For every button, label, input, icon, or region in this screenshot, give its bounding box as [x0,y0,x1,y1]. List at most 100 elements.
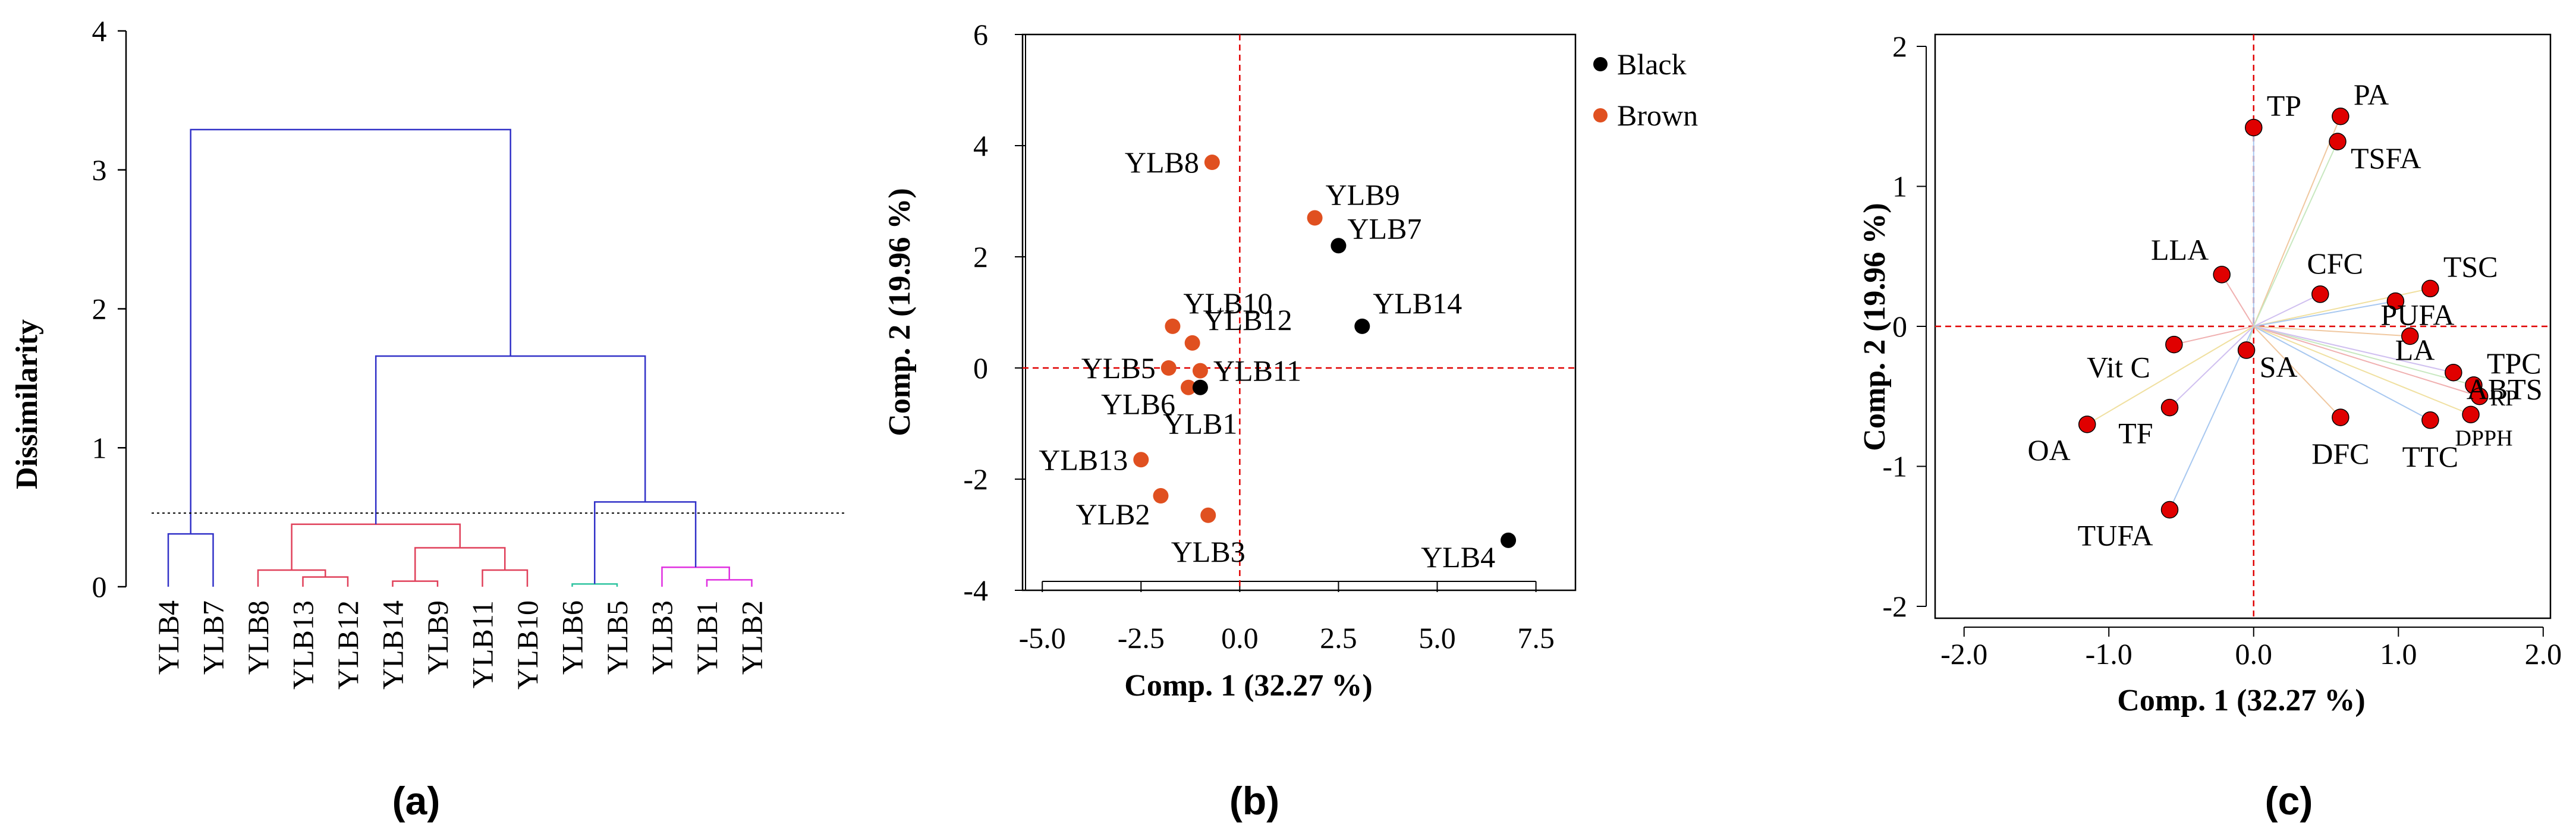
dendrogram-branch [302,576,349,587]
leaf-label: YLB6 [556,600,589,675]
loading-vector [2253,141,2338,327]
score-point [1160,360,1177,376]
x-tick-label: 7.5 [1517,621,1555,655]
loading-vector [2253,300,2396,327]
dendrogram-branch [571,583,618,587]
dendrogram-branch [594,501,697,584]
loading-point [2470,388,2489,405]
x-tick-label: 0.0 [2235,637,2273,671]
x-tick-label: -2.5 [1118,621,1165,655]
score-point [1307,210,1323,226]
leaf-label: YLB2 [735,600,769,675]
loading-point [2332,108,2349,125]
x-tick-label: 2.0 [2525,637,2562,671]
leaf-label: YLB13 [287,600,320,690]
loading-point [2421,279,2439,298]
leaf-label: YLB1 [690,600,724,675]
score-point-label: YLB9 [1326,178,1400,212]
loading-point [2165,335,2183,354]
loading-point [2401,327,2419,345]
x-tick-label: -5.0 [1019,621,1066,655]
score-point-label: YLB2 [1076,498,1150,531]
panel-label-c: (c) [2265,779,2313,823]
y-tick-label: 1 [1892,170,1907,203]
dendrogram-branch [661,567,730,587]
score-point [1354,318,1370,334]
score-y-label: Comp. 2 (19.96 %) [883,188,917,436]
loading-vector [2221,274,2254,327]
loading-point-label: TUFA [2078,519,2153,552]
x-tick-label: 2.5 [1320,621,1357,655]
dendrogram-branch [291,523,461,570]
leaf-label: YLB8 [241,600,275,675]
y-tick-label: 0 [92,570,107,603]
score-point-label: YLB14 [1373,287,1462,320]
y-tick-label: -1 [1882,450,1907,483]
dendrogram-branch [167,533,214,587]
score-plot-frame [1021,33,1577,591]
x-tick-label: 5.0 [1418,621,1456,655]
loading-point-label: TPC [2487,347,2542,380]
loading-y-label: Comp. 2 (19.96 %) [1858,203,1892,451]
loading-point-label: DFC [2311,437,2369,470]
loading-point [2078,416,2096,433]
x-tick-label: 0.0 [1221,621,1259,655]
loading-vector [2253,326,2480,397]
legend-label-black: Black [1617,48,1687,81]
score-point [1331,238,1347,254]
x-tick-label: -1.0 [2086,637,2132,671]
score-point-label: YLB11 [1213,354,1301,388]
loading-vector [2253,326,2341,418]
score-point [1184,335,1200,351]
leaf-label: YLB7 [197,600,230,675]
loading-vector [2253,326,2454,373]
loading-vector [2253,293,2321,327]
score-point [1192,379,1208,395]
dendrogram-branch [706,579,753,587]
loading-point-label: TSC [2443,250,2498,283]
score-point [1204,155,1220,171]
loading-point-label: Vit C [2087,351,2150,384]
score-point [1192,363,1208,379]
score-point-label: YLB4 [1421,540,1495,574]
score-point-label: YLB1 [1163,407,1237,440]
y-tick-label: 2 [1892,30,1907,63]
loading-vector [2087,326,2254,425]
leaf-label: YLB12 [331,600,364,690]
loading-vector [2169,326,2254,510]
loading-point [2332,408,2349,426]
dendrogram-y-axis: 0 1 2 3 4 [92,14,127,603]
score-x-label: Comp. 1 (32.27 %) [1124,669,1372,703]
score-point-label: YLB3 [1171,535,1245,568]
score-point-label: YLB7 [1347,212,1421,245]
leaf-label: YLB5 [600,600,634,675]
y-tick-label: -4 [963,574,988,607]
dendrogram-branch [190,128,511,534]
y-tick-label: 4 [973,129,988,162]
leaf-label: YLB14 [376,600,410,690]
loading-point-label: ABTS [2467,373,2543,406]
leaf-label: YLB11 [466,600,499,688]
dendrogram-branch [482,569,529,587]
loading-point [2160,398,2179,417]
leaf-label: YLB3 [646,600,679,675]
legend-marker-black [1593,57,1608,71]
y-tick-label: 2 [92,292,107,326]
score-point [1181,379,1196,395]
loading-point [2160,501,2179,519]
loading-point-label: SA [2260,350,2298,383]
loading-point [2311,285,2329,303]
loading-vectors [2087,116,2480,510]
score-point [1200,507,1216,523]
y-tick-label: 4 [92,14,107,48]
loading-point [2386,292,2405,310]
x-tick-label: 1.0 [2380,637,2417,671]
loading-point-label: CFC [2307,247,2364,280]
y-tick-label: -2 [1882,590,1907,623]
score-plot-axes: -5.0 -2.5 0.0 2.5 5.0 7.5 -4 -2 0 2 4 6 [963,18,1554,655]
